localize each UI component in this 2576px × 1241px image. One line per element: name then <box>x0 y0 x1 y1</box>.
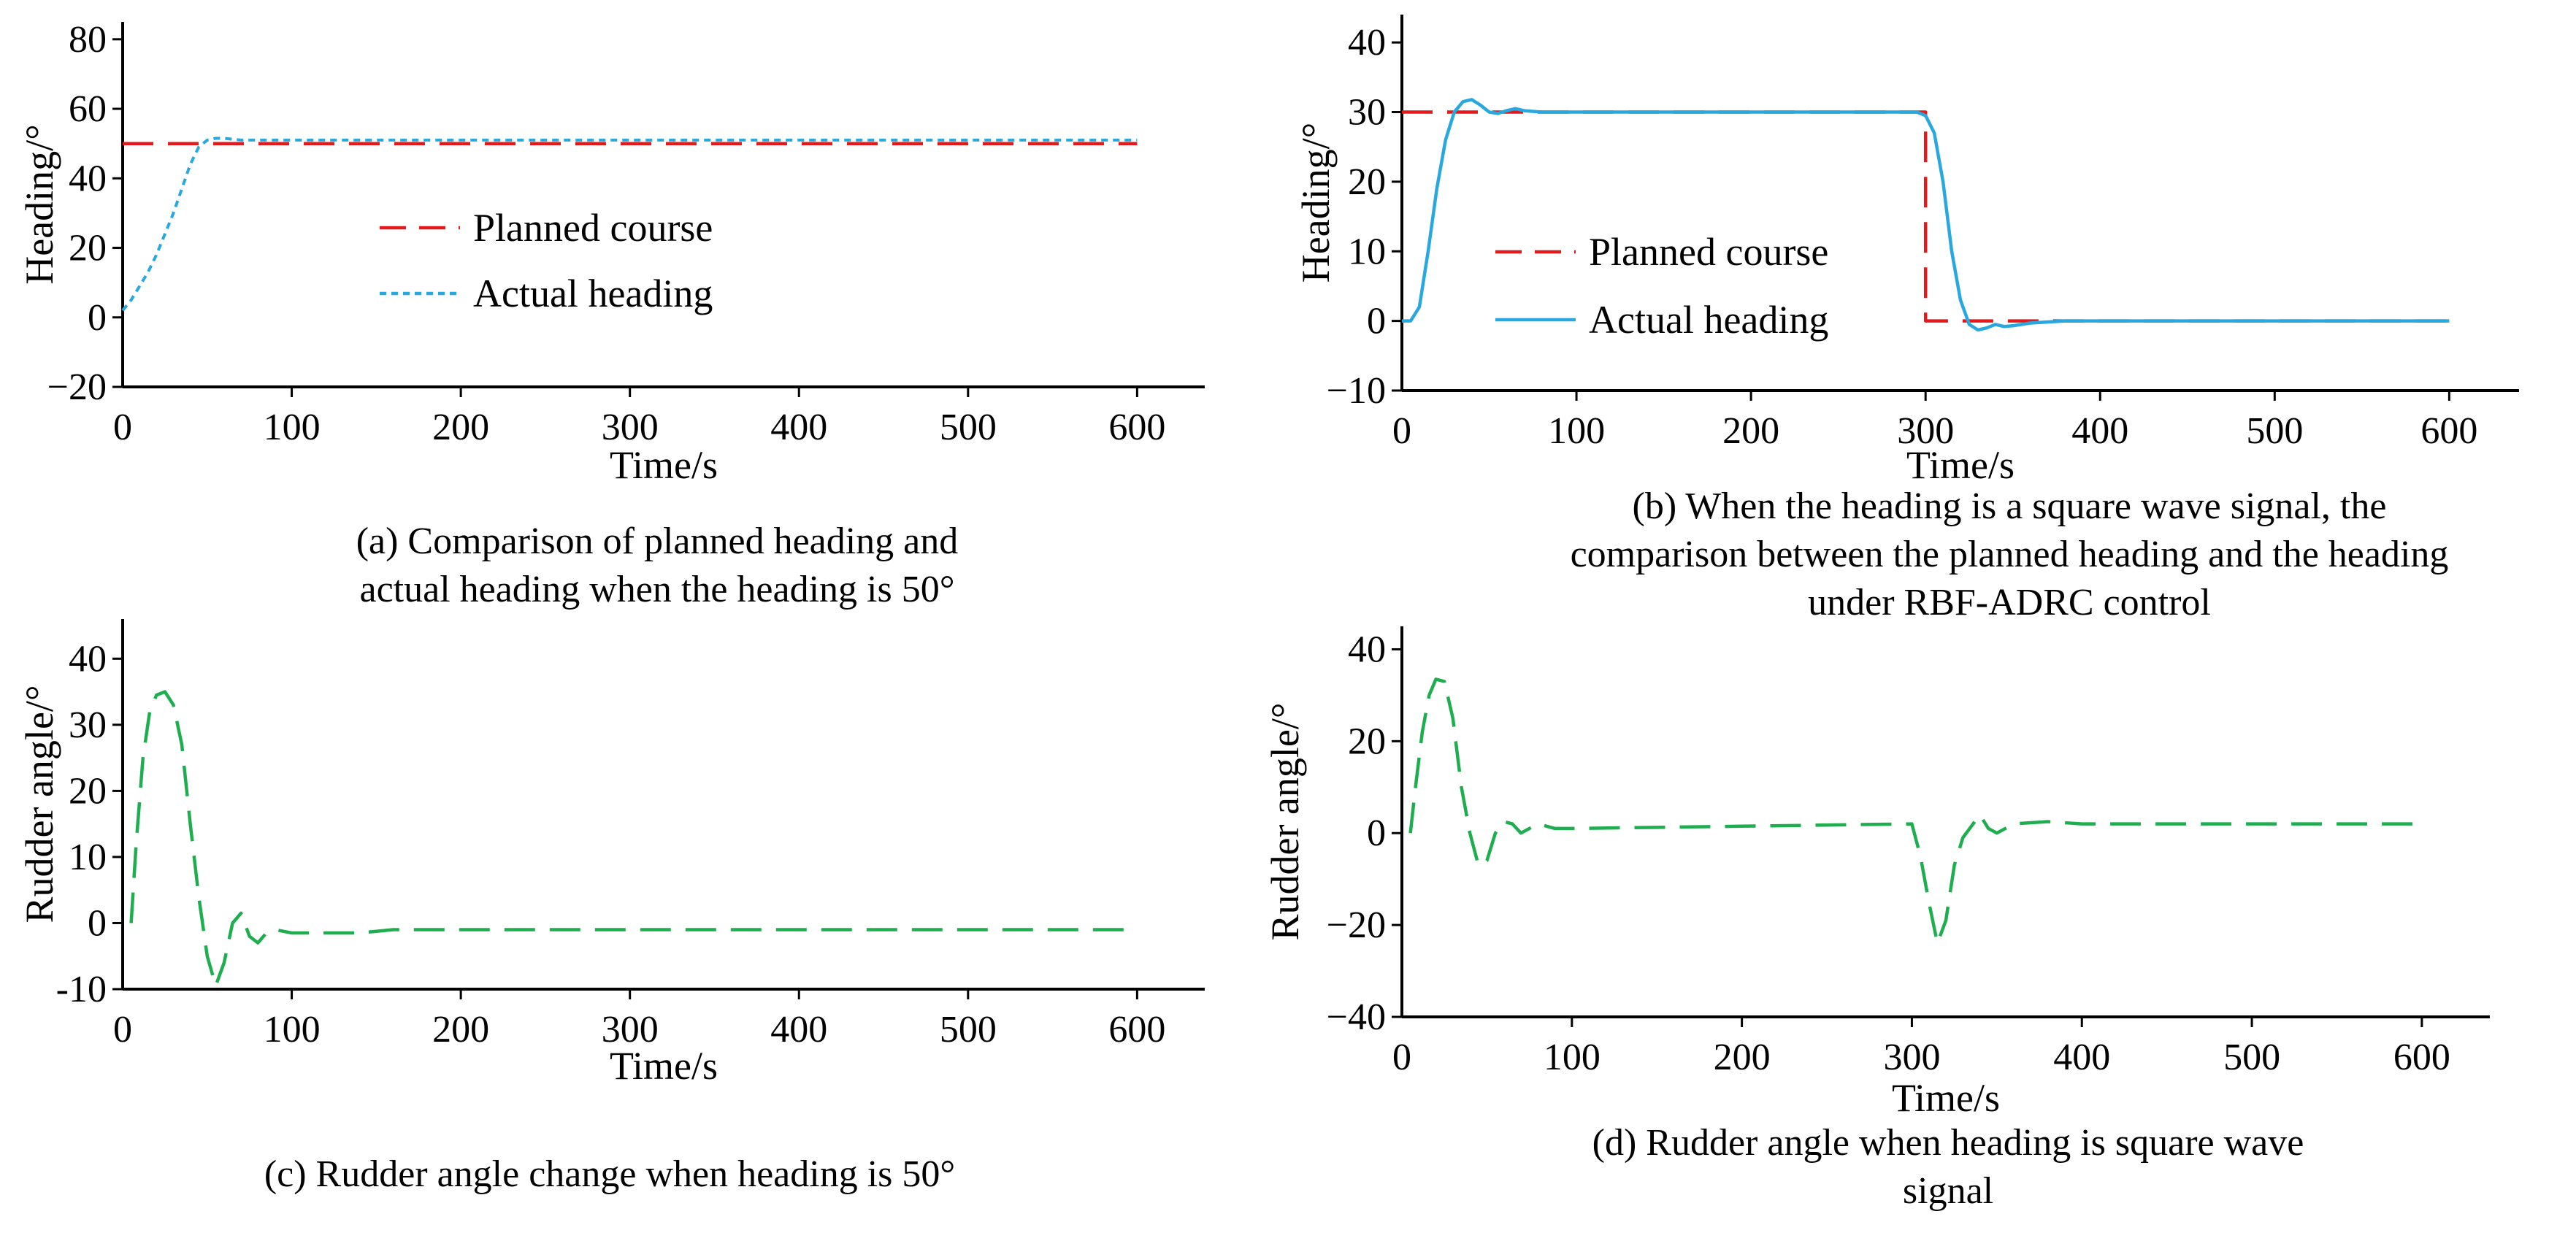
x-tick-label: 600 <box>2420 410 2477 452</box>
panel-caption-d: signal <box>1903 1170 1993 1212</box>
x-tick-label: 300 <box>1883 1037 1940 1078</box>
legend-label: Actual heading <box>1589 298 1828 342</box>
x-tick-label: 500 <box>2223 1037 2280 1078</box>
y-tick-label: 10 <box>69 837 107 878</box>
panel-caption-a: actual heading when the heading is 50° <box>360 569 955 610</box>
y-axis-title: Heading/° <box>18 124 61 285</box>
x-tick-label: 300 <box>602 407 659 448</box>
legend-label: Planned course <box>473 206 713 250</box>
y-axis-title: Rudder angle/° <box>18 685 61 923</box>
y-tick-label: 20 <box>1348 161 1386 203</box>
series-line-planned-course <box>1402 110 2450 323</box>
x-tick-label: 600 <box>1108 1009 1165 1050</box>
series-line-actual-heading <box>121 137 1138 312</box>
x-tick-label: 100 <box>264 407 321 448</box>
y-tick-label: 40 <box>1348 629 1386 670</box>
x-axis-title: Time/s <box>1892 1076 2000 1120</box>
legend: Planned course Actual heading <box>1495 230 1828 342</box>
panel-caption-b: (b) When the heading is a square wave si… <box>1633 485 2387 527</box>
x-axis-title: Time/s <box>1906 443 2015 487</box>
y-tick-label: 20 <box>1348 721 1386 762</box>
y-tick-label: -10 <box>56 969 107 1010</box>
y-tick-label: 40 <box>69 158 107 199</box>
x-tick-label: 400 <box>770 1009 827 1050</box>
y-tick-label: 30 <box>1348 92 1386 134</box>
y-tick-label: −10 <box>1327 370 1386 412</box>
chart-panel-b: 0 100 200 300 400 500 600−10010203040Time/sHea… <box>1294 15 2519 623</box>
x-tick-label: 600 <box>2393 1037 2450 1078</box>
series-line-actual-heading <box>1402 98 2450 332</box>
x-tick-label: 200 <box>432 1009 489 1050</box>
x-tick-label: 300 <box>602 1009 659 1050</box>
chart-panel-c: 0 100 200 300 400 500 600-10010203040Time/sRud… <box>18 619 1205 1195</box>
y-tick-label: −20 <box>1327 904 1386 946</box>
y-tick-label: 10 <box>1348 231 1386 272</box>
x-tick-label: 100 <box>264 1009 321 1050</box>
panel-caption-b: comparison between the planned heading a… <box>1571 534 2449 575</box>
panel-caption-d: (d) Rudder angle when heading is square … <box>1592 1122 2304 1164</box>
x-tick-label: 100 <box>1548 410 1605 452</box>
x-tick-label: 100 <box>1544 1037 1601 1078</box>
x-axis-title: Time/s <box>610 443 718 487</box>
chart-panel-a: 0 100 200 300 400 500 600−20020406080Time/sHea… <box>18 19 1205 610</box>
chart-panel-d: 0 100 200 300 400 500 600 −40 −20 0 20 40 Time/s Rudd… <box>1263 626 2490 1212</box>
x-tick-label: 200 <box>1714 1037 1771 1078</box>
y-tick-label: 60 <box>69 88 107 130</box>
series-line-rudder-angle <box>1408 677 2422 945</box>
y-axis-title: Rudder angle/° <box>1263 702 1307 940</box>
x-tick-label: 500 <box>2246 410 2303 452</box>
x-axis-title: Time/s <box>610 1044 718 1088</box>
x-tick-label: 0 <box>113 1009 132 1050</box>
x-tick-label: 500 <box>940 1009 997 1050</box>
x-tick-label: 400 <box>770 407 827 448</box>
legend-label: Planned course <box>1589 230 1828 274</box>
y-axis-title: Heading/° <box>1294 123 1338 283</box>
x-tick-label: 0 <box>1392 410 1411 452</box>
x-tick-label: 200 <box>432 407 489 448</box>
y-tick-label: 40 <box>1348 22 1386 64</box>
y-tick-label: 40 <box>69 638 107 680</box>
x-tick-label: 600 <box>1108 407 1165 448</box>
x-tick-label: 500 <box>940 407 997 448</box>
y-tick-label: 20 <box>69 770 107 812</box>
x-tick-label: 300 <box>1897 410 1954 452</box>
y-tick-label: 30 <box>69 704 107 746</box>
legend-label: Actual heading <box>473 272 713 315</box>
series-line-rudder-angle <box>129 690 1138 988</box>
y-tick-label: −40 <box>1327 996 1386 1038</box>
x-tick-label: 200 <box>1722 410 1779 452</box>
x-tick-label: 400 <box>2071 410 2128 452</box>
y-tick-label: 80 <box>69 19 107 61</box>
y-tick-label: −20 <box>47 366 107 408</box>
x-tick-label: 0 <box>1392 1037 1411 1078</box>
y-tick-label: 20 <box>69 228 107 269</box>
legend: Planned course Actual heading <box>380 206 713 315</box>
x-tick-label: 0 <box>113 407 132 448</box>
y-tick-label: 0 <box>88 902 107 944</box>
y-tick-label: 0 <box>1367 301 1386 342</box>
panel-caption-b: under RBF-ADRC control <box>1808 582 2211 623</box>
x-tick-label: 400 <box>2053 1037 2110 1078</box>
y-tick-label: 0 <box>88 297 107 339</box>
panel-caption-a: (a) Comparison of planned heading and <box>356 520 959 562</box>
y-tick-label: 0 <box>1367 812 1386 854</box>
panel-caption-c: (c) Rudder angle change when heading is … <box>264 1153 955 1195</box>
